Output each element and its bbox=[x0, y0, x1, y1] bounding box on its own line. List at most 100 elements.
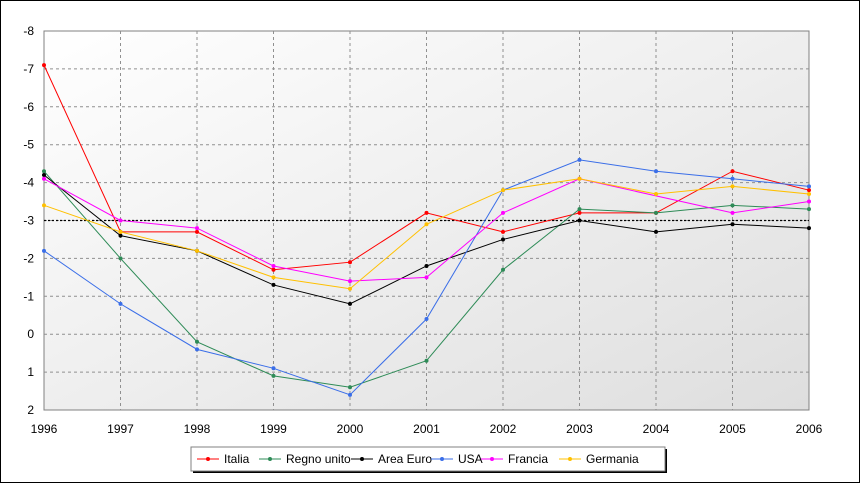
data-point bbox=[271, 282, 276, 287]
y-tick-label: 1 bbox=[27, 365, 34, 379]
data-point bbox=[424, 317, 429, 322]
legend-marker bbox=[490, 457, 494, 461]
legend-label: Italia bbox=[224, 452, 250, 466]
data-point bbox=[118, 229, 123, 234]
legend-label: USA bbox=[458, 452, 483, 466]
data-point bbox=[577, 157, 582, 162]
data-point bbox=[118, 301, 123, 306]
data-point bbox=[195, 226, 199, 231]
data-point bbox=[271, 366, 276, 371]
y-tick-label: -5 bbox=[23, 138, 34, 152]
data-point bbox=[730, 169, 735, 174]
axis-layer: -8 -7 -6 -5 -4 -3 -2 -1 0 1 2 1996 1997 1998 1999 2000 2… bbox=[23, 24, 822, 436]
data-point bbox=[348, 260, 352, 265]
data-point bbox=[118, 218, 123, 223]
data-point bbox=[424, 358, 429, 363]
data-point bbox=[42, 203, 46, 208]
data-point bbox=[424, 263, 429, 268]
data-point bbox=[271, 275, 276, 280]
data-point bbox=[42, 173, 46, 178]
data-point bbox=[577, 218, 582, 223]
data-point bbox=[424, 275, 429, 280]
data-point bbox=[730, 176, 735, 181]
data-point bbox=[42, 63, 46, 68]
y-tick-label: -4 bbox=[23, 176, 34, 190]
x-tick-label: 2002 bbox=[490, 422, 517, 436]
data-point bbox=[577, 207, 582, 212]
x-tick-label: 2005 bbox=[719, 422, 746, 436]
series-italia bbox=[42, 63, 811, 272]
data-point bbox=[654, 169, 658, 174]
data-point bbox=[730, 222, 735, 227]
data-point bbox=[118, 256, 123, 261]
data-point bbox=[271, 373, 276, 378]
x-tick-label: 2001 bbox=[413, 422, 440, 436]
data-point bbox=[501, 267, 505, 272]
series-layer bbox=[42, 63, 811, 397]
series-germania bbox=[42, 176, 811, 291]
data-point bbox=[271, 263, 276, 268]
data-point bbox=[807, 191, 811, 196]
data-point bbox=[195, 248, 199, 253]
data-point bbox=[807, 226, 811, 231]
legend: Italia Regno unito Area Euro USA Francia Germ… bbox=[190, 446, 667, 473]
data-point bbox=[807, 199, 811, 204]
y-tick-label: 2 bbox=[27, 403, 34, 417]
y-tick-label: -8 bbox=[23, 24, 34, 38]
x-tick-label: 2006 bbox=[796, 422, 823, 436]
series-regno-unito bbox=[42, 169, 811, 390]
data-point bbox=[195, 347, 199, 352]
x-tick-label: 2000 bbox=[337, 422, 364, 436]
data-point bbox=[577, 176, 582, 181]
y-tick-label: -2 bbox=[23, 251, 34, 265]
data-point bbox=[807, 188, 811, 193]
legend-label: Regno unito bbox=[286, 452, 351, 466]
legend-label: Germania bbox=[586, 452, 639, 466]
data-point bbox=[424, 210, 429, 215]
legend-marker bbox=[206, 457, 210, 461]
x-tick-label: 1996 bbox=[31, 422, 58, 436]
data-point bbox=[730, 210, 735, 215]
data-point bbox=[807, 184, 811, 189]
data-point bbox=[654, 210, 658, 215]
legend-label: Area Euro bbox=[378, 452, 432, 466]
legend-marker bbox=[360, 457, 364, 461]
data-point bbox=[424, 222, 429, 227]
data-point bbox=[195, 229, 199, 234]
data-point bbox=[348, 385, 352, 390]
data-point bbox=[730, 203, 735, 208]
y-tick-label: 0 bbox=[27, 327, 34, 341]
data-point bbox=[654, 191, 658, 196]
x-tick-label: 1998 bbox=[184, 422, 211, 436]
legend-label: Francia bbox=[508, 452, 548, 466]
data-point bbox=[501, 210, 505, 215]
data-point bbox=[195, 339, 199, 344]
data-point bbox=[348, 286, 352, 291]
data-point bbox=[501, 188, 505, 193]
data-point bbox=[577, 210, 582, 215]
data-point bbox=[348, 392, 352, 397]
x-tick-label: 1997 bbox=[107, 422, 134, 436]
legend-marker bbox=[568, 457, 572, 461]
y-tick-label: -1 bbox=[23, 289, 34, 303]
x-tick-label: 2003 bbox=[566, 422, 593, 436]
data-point bbox=[348, 279, 352, 284]
data-point bbox=[730, 184, 735, 189]
x-tick-label: 1999 bbox=[260, 422, 287, 436]
data-point bbox=[807, 207, 811, 212]
legend-marker bbox=[268, 457, 272, 461]
grid-layer bbox=[44, 31, 809, 410]
data-point bbox=[271, 267, 276, 272]
data-point bbox=[654, 229, 658, 234]
y-tick-label: -6 bbox=[23, 100, 34, 114]
y-tick-label: -3 bbox=[23, 214, 34, 228]
data-point bbox=[42, 176, 46, 181]
y-tick-label: -7 bbox=[23, 62, 34, 76]
data-point bbox=[118, 233, 123, 238]
legend-marker bbox=[440, 457, 444, 461]
data-point bbox=[501, 237, 505, 242]
data-point bbox=[42, 169, 46, 174]
data-point bbox=[42, 248, 46, 253]
